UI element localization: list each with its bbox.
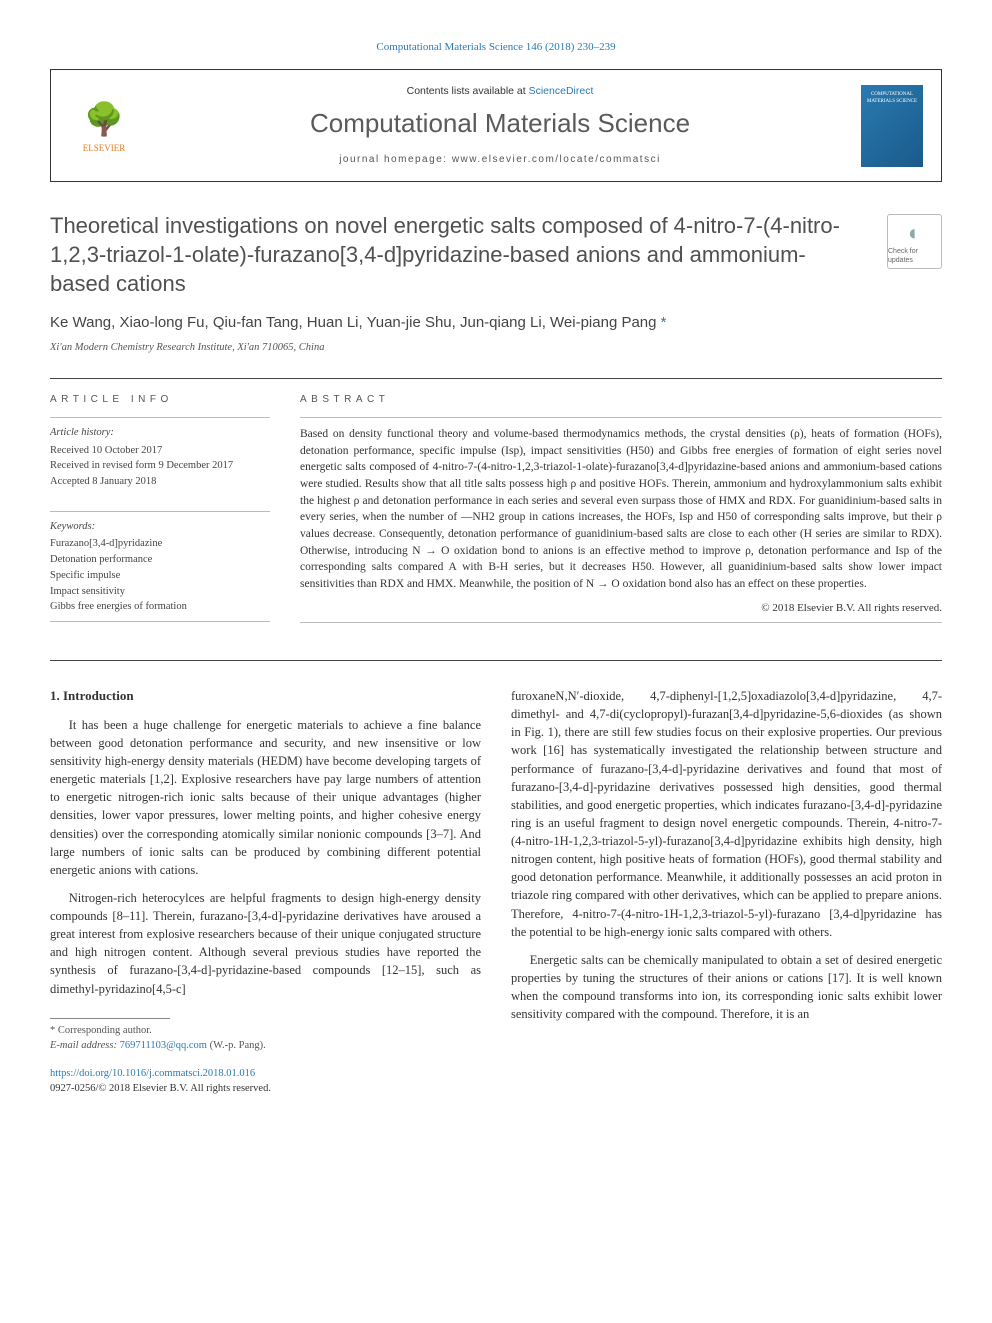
contents-prefix: Contents lists available at — [407, 85, 529, 97]
article-info-label: ARTICLE INFO — [50, 393, 270, 407]
abstract-label: ABSTRACT — [300, 393, 942, 407]
contents-line: Contents lists available at ScienceDirec… — [139, 84, 861, 99]
check-updates-badge[interactable]: ◐ Check for updates — [887, 214, 942, 269]
keyword-item: Impact sensitivity — [50, 584, 270, 600]
meta-abstract-row: ARTICLE INFO Article history: Received 1… — [50, 393, 942, 630]
footer-copyright: 0927-0256/© 2018 Elsevier B.V. All right… — [50, 1082, 942, 1097]
running-header-journal: Computational Materials Science — [376, 41, 523, 53]
history-item: Accepted 8 January 2018 — [50, 474, 270, 490]
keyword-item: Specific impulse — [50, 568, 270, 584]
body-paragraph: Energetic salts can be chemically manipu… — [511, 951, 942, 1024]
body-paragraph: furoxaneN,N′-dioxide, 4,7-diphenyl-[1,2,… — [511, 687, 942, 941]
body-paragraph: It has been a huge challenge for energet… — [50, 716, 481, 879]
publisher-logo: 🌳 ELSEVIER — [69, 88, 139, 163]
keyword-item: Furazano[3,4-d]pyridazine — [50, 536, 270, 552]
homepage-prefix: journal homepage: — [339, 154, 452, 165]
doi-line: https://doi.org/10.1016/j.commatsci.2018… — [50, 1067, 942, 1082]
history-item: Received 10 October 2017 — [50, 443, 270, 459]
body-paragraph: Nitrogen-rich heterocylces are helpful f… — [50, 889, 481, 998]
affiliation: Xi'an Modern Chemistry Research Institut… — [50, 341, 942, 356]
corresponding-marker: * — [661, 314, 667, 331]
corresponding-footnote: * Corresponding author. E-mail address: … — [50, 1018, 481, 1053]
divider-rule-2 — [50, 660, 942, 661]
email-link[interactable]: 769711103@qq.com — [120, 1040, 207, 1051]
tree-icon: 🌳 — [84, 97, 124, 142]
abstract-divider-bottom — [300, 622, 942, 623]
updates-label: Check for updates — [888, 247, 941, 265]
authors-text: Ke Wang, Xiao-long Fu, Qiu-fan Tang, Hua… — [50, 314, 657, 331]
abstract-panel: ABSTRACT Based on density functional the… — [300, 393, 942, 630]
history-header: Article history: — [50, 426, 270, 441]
footnote-rule — [50, 1018, 170, 1019]
history-item: Received in revised form 9 December 2017 — [50, 458, 270, 474]
article-info-panel: ARTICLE INFO Article history: Received 1… — [50, 393, 270, 630]
homepage-url: www.elsevier.com/locate/commatsci — [452, 154, 661, 165]
body-columns: 1. Introduction It has been a huge chall… — [50, 687, 942, 1053]
sciencedirect-link[interactable]: ScienceDirect — [529, 85, 594, 97]
author-list: Ke Wang, Xiao-long Fu, Qiu-fan Tang, Hua… — [50, 312, 942, 333]
email-label: E-mail address: — [50, 1040, 117, 1051]
journal-header-center: Contents lists available at ScienceDirec… — [139, 84, 861, 167]
email-suffix: (W.-p. Pang). — [210, 1040, 266, 1051]
info-divider-3 — [50, 621, 270, 622]
section-title: Introduction — [63, 688, 134, 703]
section-number: 1. — [50, 688, 60, 703]
journal-name: Computational Materials Science — [139, 105, 861, 141]
divider-rule — [50, 378, 942, 379]
cover-label: COMPUTATIONAL MATERIALS SCIENCE — [861, 91, 923, 105]
updates-icon: ◐ — [908, 219, 921, 248]
running-header-citation: 146 (2018) 230–239 — [526, 41, 616, 53]
article-title: Theoretical investigations on novel ener… — [50, 212, 942, 298]
journal-cover-thumbnail: COMPUTATIONAL MATERIALS SCIENCE — [861, 85, 923, 167]
section-heading: 1. Introduction — [50, 687, 481, 706]
publisher-name: ELSEVIER — [83, 142, 126, 155]
abstract-text: Based on density functional theory and v… — [300, 426, 942, 593]
title-text: Theoretical investigations on novel ener… — [50, 213, 840, 295]
keyword-item: Detonation performance — [50, 552, 270, 568]
running-header: Computational Materials Science 146 (201… — [50, 40, 942, 55]
email-line: E-mail address: 769711103@qq.com (W.-p. … — [50, 1038, 481, 1053]
journal-homepage: journal homepage: www.elsevier.com/locat… — [139, 153, 861, 167]
info-divider-1 — [50, 417, 270, 418]
doi-link[interactable]: https://doi.org/10.1016/j.commatsci.2018… — [50, 1068, 255, 1079]
journal-header: 🌳 ELSEVIER Contents lists available at S… — [50, 69, 942, 182]
corr-author-label: * Corresponding author. — [50, 1023, 481, 1038]
keyword-item: Gibbs free energies of formation — [50, 599, 270, 615]
info-divider-2 — [50, 511, 270, 512]
abstract-divider — [300, 417, 942, 418]
abstract-copyright: © 2018 Elsevier B.V. All rights reserved… — [300, 601, 942, 616]
running-header-link[interactable]: Computational Materials Science 146 (201… — [376, 41, 615, 53]
keywords-header: Keywords: — [50, 520, 270, 535]
